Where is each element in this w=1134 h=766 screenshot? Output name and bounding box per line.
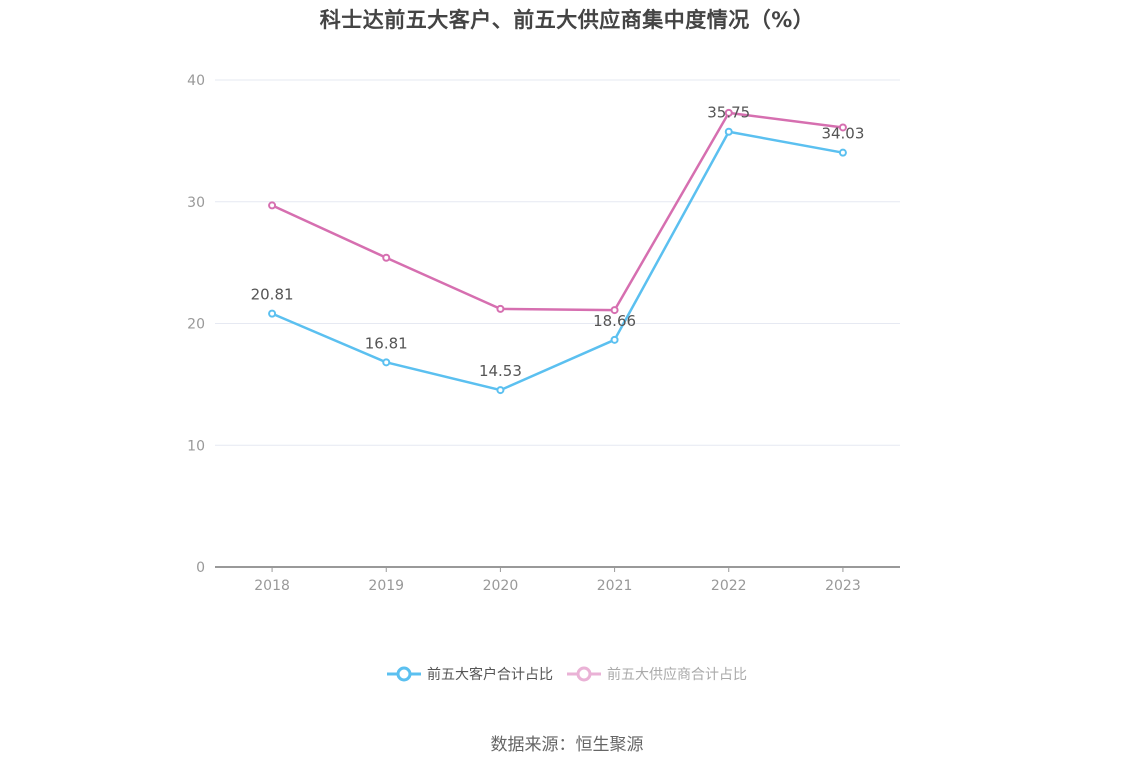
y-tick-label: 30	[187, 195, 205, 211]
data-label: 34.03	[821, 125, 864, 143]
x-tick-label: 2018	[254, 578, 290, 594]
data-source: 数据来源：恒生聚源	[490, 735, 644, 755]
x-tick-label: 2020	[483, 578, 519, 594]
data-point[interactable]	[382, 358, 391, 367]
line-chart: 0 10 20 30 40 2018 2019 2020 2021 2022 2023 20.81 16…	[187, 73, 900, 594]
x-tick-label: 2019	[368, 578, 404, 594]
data-point[interactable]	[268, 201, 277, 210]
data-point[interactable]	[724, 108, 733, 117]
legend-line-circle-icon	[567, 666, 601, 682]
y-tick-label: 40	[187, 73, 205, 89]
data-point[interactable]	[382, 253, 391, 262]
y-tick-label: 20	[187, 317, 205, 333]
y-tick-label: 10	[187, 438, 205, 454]
legend-label: 前五大客户合计占比	[427, 667, 553, 683]
legend-label: 前五大供应商合计占比	[607, 667, 747, 683]
data-point[interactable]	[496, 304, 505, 313]
series-customers	[268, 127, 847, 395]
chart-title: 科士达前五大客户、前五大供应商集中度情况（%）	[319, 8, 815, 32]
data-point[interactable]	[496, 386, 505, 395]
data-label: 35.75	[707, 104, 750, 122]
y-tick-label: 0	[196, 560, 205, 576]
data-point[interactable]	[838, 148, 847, 157]
data-point[interactable]	[724, 127, 733, 136]
data-point[interactable]	[610, 335, 619, 344]
x-tick-label: 2021	[597, 578, 633, 594]
data-label: 14.53	[479, 362, 522, 380]
x-tick-label: 2023	[825, 578, 861, 594]
data-label: 18.66	[593, 312, 636, 330]
legend-item-suppliers[interactable]: 前五大供应商合计占比	[567, 664, 747, 684]
data-label: 20.81	[251, 286, 294, 304]
data-label: 16.81	[365, 334, 408, 352]
legend: 前五大客户合计占比 前五大供应商合计占比	[0, 664, 1134, 684]
series-suppliers	[268, 108, 847, 315]
x-tick-label: 2022	[711, 578, 747, 594]
legend-line-circle-icon	[387, 666, 421, 682]
data-point[interactable]	[610, 306, 619, 315]
data-point[interactable]	[838, 123, 847, 132]
data-point[interactable]	[268, 309, 277, 318]
legend-item-customers[interactable]: 前五大客户合计占比	[387, 664, 553, 684]
